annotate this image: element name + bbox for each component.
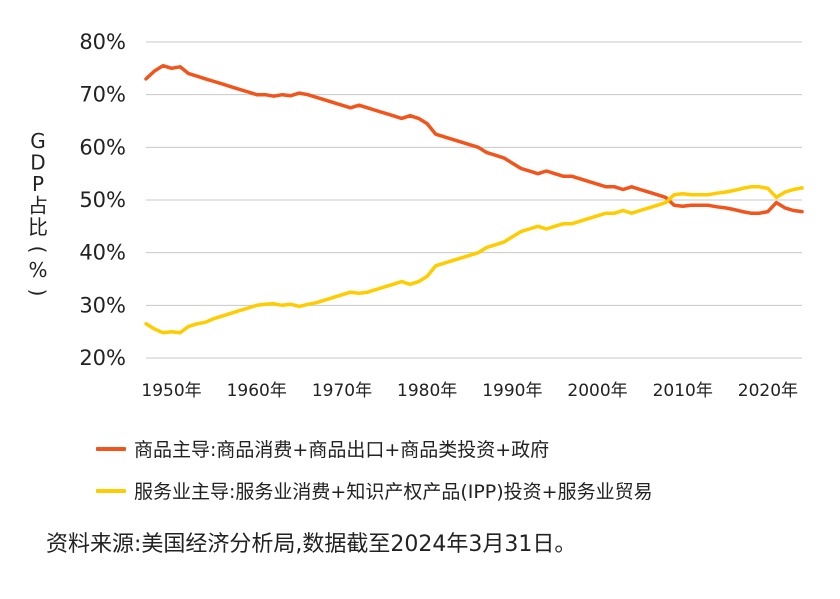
x-tick-label: 1950年 — [141, 381, 201, 401]
y-tick-label: 40% — [79, 241, 126, 265]
x-tick-label: 2000年 — [567, 381, 627, 401]
y-axis-label-char: P — [32, 172, 44, 196]
legend-item-services: 服务业主导:服务业消费+知识产权产品(IPP)投资+服务业贸易 — [96, 477, 653, 504]
legend-swatch-goods — [96, 446, 126, 451]
source-note: 资料来源:美国经济分析局,数据截至2024年3月31日。 — [46, 532, 577, 557]
series-lines — [144, 63, 804, 335]
legend-label-goods: 商品主导:商品消费+商品出口+商品类投资+政府 — [134, 439, 550, 461]
y-axis-label-char: % — [28, 258, 47, 282]
legend-swatch-services — [96, 488, 126, 493]
x-tick-label: 2020年 — [738, 381, 798, 401]
y-tick-label: 30% — [79, 293, 126, 317]
x-tick-label: 1960年 — [227, 381, 287, 401]
series-line-0 — [144, 63, 804, 215]
y-tick-label: 70% — [79, 83, 126, 107]
y-axis-label-char: 占 — [28, 194, 48, 218]
y-tick-label: 60% — [79, 135, 126, 159]
x-tick-label: 1990年 — [482, 381, 542, 401]
x-axis-ticks: 1950年 1960年 1970年 1980年 1990年 2000年 2010年 2020年 — [141, 381, 798, 401]
y-axis-label-char: ) — [26, 289, 50, 297]
y-tick-label: 50% — [79, 188, 126, 212]
y-tick-label: 20% — [79, 346, 126, 370]
line-chart: 20% 30% 40% 50% 60% 70% 80% 1950年 1960年 1970年 198… — [26, 30, 804, 401]
legend-item-goods: 商品主导:商品消费+商品出口+商品类投资+政府 — [96, 435, 549, 462]
y-tick-label: 80% — [79, 30, 126, 54]
x-tick-label: 1970年 — [312, 381, 372, 401]
y-axis-label-char: D — [30, 151, 45, 175]
y-axis-label-char: 比 — [28, 215, 48, 239]
x-tick-label: 2010年 — [653, 381, 713, 401]
x-tick-label: 1980年 — [397, 381, 457, 401]
series-line-1 — [144, 185, 804, 335]
y-axis-ticks: 20% 30% 40% 50% 60% 70% 80% — [79, 30, 126, 370]
y-axis-label-char: ( — [26, 246, 50, 254]
legend-label-services: 服务业主导:服务业消费+知识产权产品(IPP)投资+服务业贸易 — [134, 481, 653, 503]
y-axis-label-char: G — [30, 129, 46, 153]
